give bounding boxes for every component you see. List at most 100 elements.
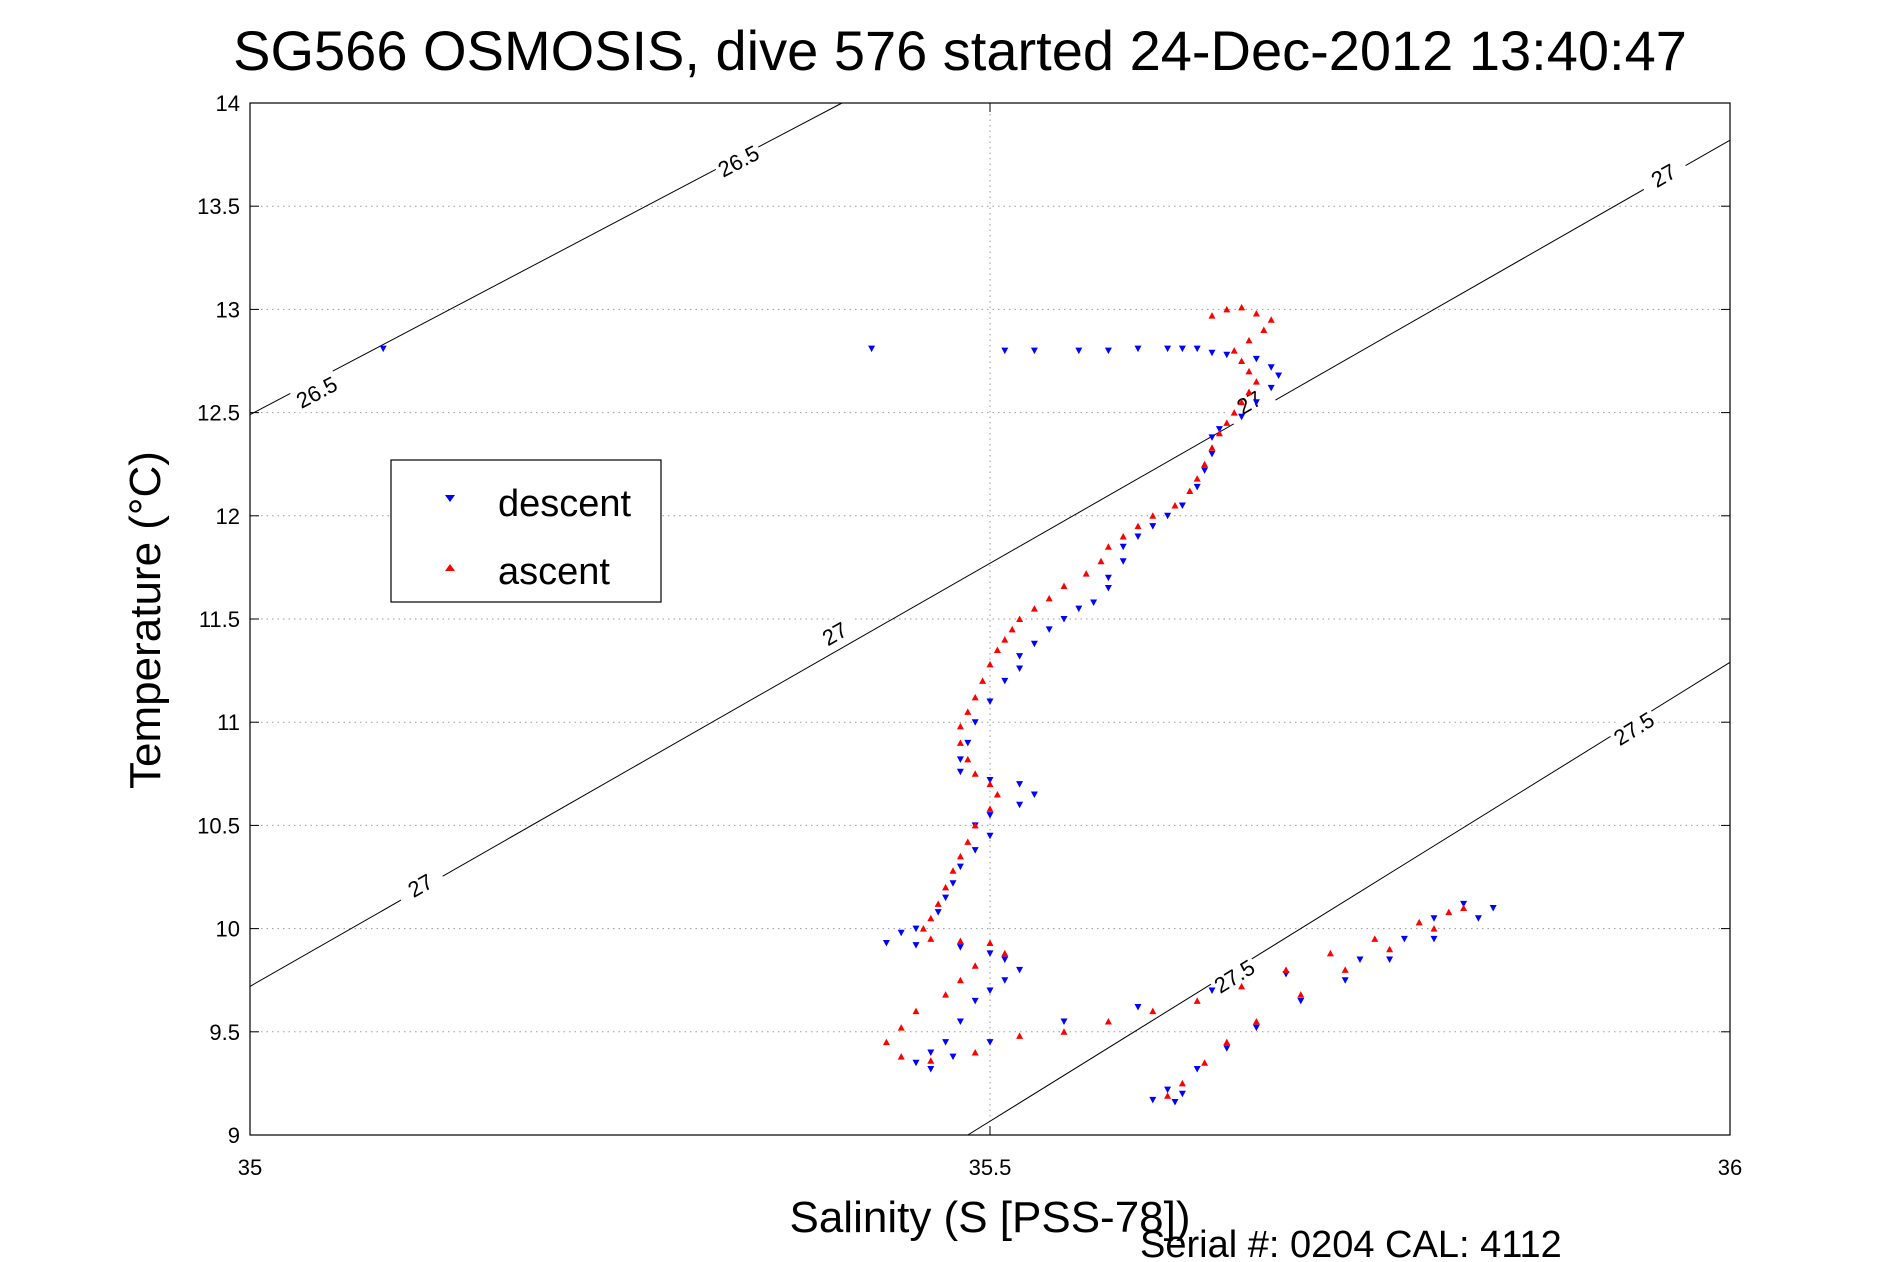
descent-point — [1267, 384, 1275, 392]
ascent-point — [956, 739, 964, 746]
ascent-point — [964, 755, 972, 763]
descent-point — [1171, 1098, 1179, 1106]
legend-descent-marker — [445, 495, 455, 502]
ascent-point — [986, 805, 994, 812]
descent-point — [927, 1049, 935, 1056]
y-tick-label: 11 — [217, 710, 240, 735]
descent-point — [949, 880, 957, 887]
descent-point — [1030, 347, 1038, 355]
ascent-point — [1134, 522, 1142, 530]
ascent-point — [1260, 326, 1268, 334]
descent-point — [1016, 801, 1024, 809]
y-tick-label: 9.5 — [209, 1020, 240, 1045]
descent-point — [1430, 935, 1438, 943]
descent-point — [1238, 413, 1246, 421]
descent-point — [986, 987, 994, 995]
contour-label-mask — [1606, 704, 1662, 753]
ascent-point — [956, 852, 964, 860]
descent-point — [1178, 502, 1186, 509]
descent-point — [1386, 956, 1394, 964]
ascent-point — [1267, 316, 1275, 323]
descent-point — [1149, 523, 1157, 530]
descent-point — [1208, 450, 1216, 458]
ascent-point — [979, 677, 987, 684]
y-axis-ticks: 9 9.5 10 10.5 11 11.5 12 12.5 13 13.5 14 — [197, 91, 1730, 1148]
ascent-point — [1149, 1007, 1157, 1015]
descent-point — [1134, 345, 1142, 353]
ascent-point — [1252, 1017, 1260, 1025]
contour-label-mask — [289, 369, 344, 415]
ascent-point — [1008, 625, 1016, 633]
descent-point — [1252, 355, 1260, 363]
ascent-point — [1001, 636, 1009, 643]
y-tick-label: 14 — [216, 91, 240, 116]
descent-point — [1164, 512, 1172, 520]
x-tick-label: 35.5 — [969, 1155, 1012, 1180]
descent-point — [1208, 349, 1216, 357]
ascent-point — [934, 900, 942, 907]
ascent-point — [1238, 398, 1246, 406]
density-contour-line — [967, 661, 1731, 1136]
descent-point — [1016, 665, 1024, 673]
data-series — [379, 303, 1497, 1106]
descent-point — [942, 1039, 950, 1046]
descent-point — [868, 345, 876, 353]
descent-point — [1430, 915, 1438, 922]
descent-point — [1001, 977, 1009, 984]
ascent-point — [971, 821, 979, 829]
descent-point — [956, 863, 964, 871]
ascent-point — [1326, 949, 1334, 957]
ascent-point — [1238, 357, 1246, 364]
ascent-point — [1149, 512, 1157, 519]
descent-point — [956, 768, 964, 776]
descent-point — [1030, 791, 1038, 798]
descent-point — [1267, 364, 1275, 371]
descent-point — [1178, 345, 1186, 353]
descent-point — [1460, 900, 1468, 908]
contour-label-mask — [711, 138, 766, 184]
ascent-point — [971, 770, 979, 777]
contour-label-mask — [1206, 952, 1262, 1000]
descent-point — [912, 1059, 920, 1067]
ascent-point — [1045, 594, 1053, 602]
serial-cal-footer: Serial #: 0204 CAL: 4112 — [1140, 1224, 1562, 1262]
descent-point — [942, 894, 950, 902]
descent-point — [882, 940, 890, 947]
ascent-point — [1082, 570, 1090, 577]
ascent-point — [1430, 925, 1438, 932]
ascent-point — [1252, 378, 1260, 385]
descent-point — [986, 698, 994, 706]
chart-title: SG566 OSMOSIS, dive 576 started 24-Dec-2… — [233, 19, 1687, 82]
descent-point — [1208, 987, 1216, 995]
descent-point — [1119, 558, 1127, 565]
descent-point — [1252, 399, 1260, 406]
descent-point — [971, 997, 979, 1005]
y-tick-label: 10.5 — [197, 813, 240, 838]
descent-point — [1001, 347, 1009, 355]
ascent-point — [1238, 303, 1246, 311]
descent-point — [897, 929, 905, 937]
descent-point — [1193, 345, 1201, 353]
ascent-point — [1245, 336, 1253, 344]
ascent-point — [927, 935, 935, 942]
ascent-point — [1252, 310, 1260, 317]
y-tick-label: 13 — [216, 297, 240, 322]
series-descent — [379, 345, 1497, 1106]
ascent-point — [882, 1038, 890, 1046]
ascent-point — [1386, 945, 1394, 953]
descent-point — [1208, 434, 1216, 441]
ascent-point — [1230, 347, 1238, 354]
ascent-point — [956, 722, 964, 730]
y-tick-label: 11.5 — [199, 607, 240, 632]
descent-point — [971, 847, 979, 854]
ascent-point — [1282, 966, 1290, 973]
descent-point — [986, 812, 994, 819]
descent-point — [1104, 347, 1112, 355]
x-axis-label: Salinity (S [PSS-78]) — [789, 1193, 1190, 1242]
descent-point — [1201, 467, 1209, 474]
ascent-point — [927, 1057, 935, 1064]
contour-label-mask — [1636, 152, 1691, 199]
y-tick-label: 9 — [228, 1123, 240, 1148]
descent-point — [1275, 372, 1283, 379]
